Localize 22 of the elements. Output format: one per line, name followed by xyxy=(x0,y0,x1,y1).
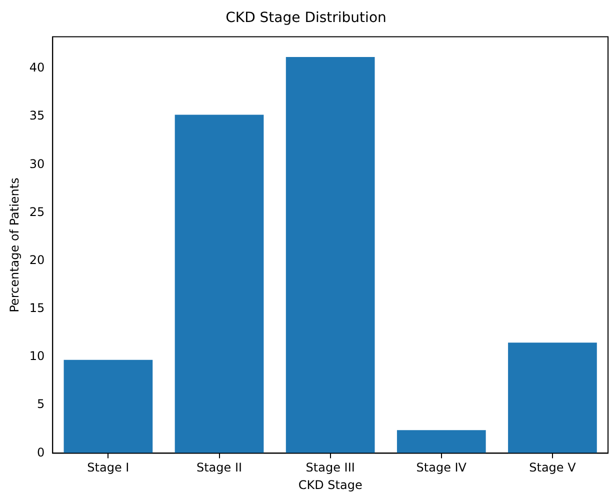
y-tick-label: 35 xyxy=(29,108,45,123)
y-axis-title: Percentage of Patients xyxy=(7,178,22,312)
x-axis-title: CKD Stage xyxy=(298,478,362,492)
y-tick-label: 20 xyxy=(29,252,45,267)
bar xyxy=(286,56,375,454)
y-tick-label: 10 xyxy=(29,349,45,364)
y-tick-label: 25 xyxy=(29,204,45,219)
y-tick-label: 0 xyxy=(37,445,45,460)
x-tick-label: Stage III xyxy=(306,460,355,475)
chart-title: CKD Stage Distribution xyxy=(226,10,386,26)
bar xyxy=(64,360,153,454)
x-tick-label: Stage IV xyxy=(416,460,468,475)
y-tick-label: 15 xyxy=(29,301,45,316)
y-tick-label: 30 xyxy=(29,156,45,171)
x-tick-label: Stage II xyxy=(196,460,242,475)
bar xyxy=(174,114,264,454)
y-tick-label: 5 xyxy=(37,397,45,412)
x-tick-label: Stage I xyxy=(87,460,130,475)
y-tick-label: 40 xyxy=(29,60,45,75)
bar xyxy=(508,342,597,454)
bar xyxy=(396,430,486,454)
x-tick-label: Stage V xyxy=(529,460,577,475)
